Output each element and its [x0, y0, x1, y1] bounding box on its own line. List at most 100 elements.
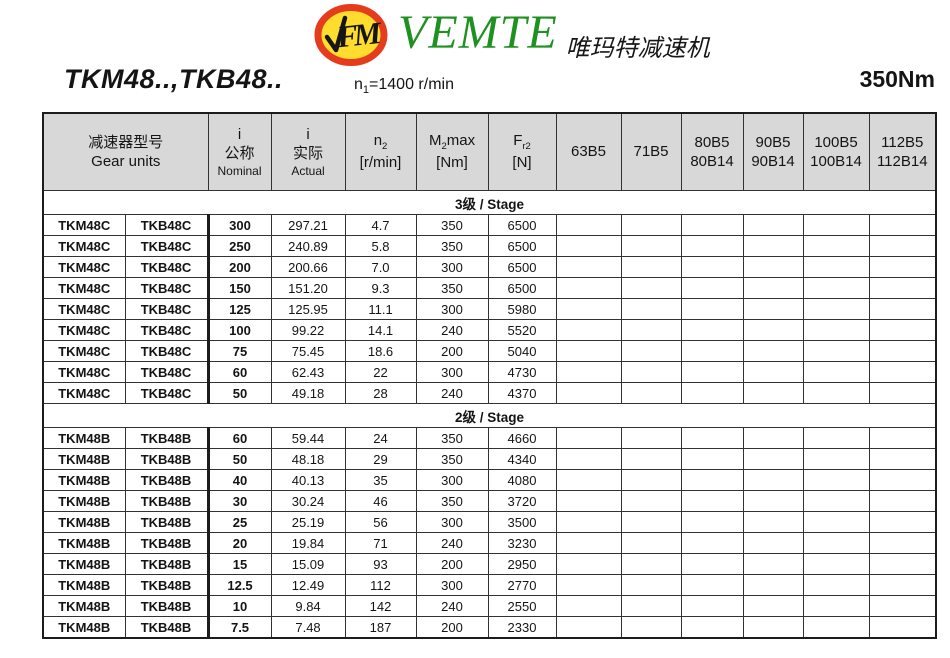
cell-value: 29	[344, 448, 417, 470]
cell-ratio-nominal: 300	[206, 214, 272, 236]
cell-gear-model: TKM48C	[42, 340, 126, 362]
cell-empty	[742, 340, 804, 362]
cell-gear-model: TKB48C	[124, 235, 209, 257]
cell-gear-model: TKB48B	[124, 427, 209, 449]
cell-empty	[742, 553, 804, 575]
cell-gear-model: TKB48B	[124, 553, 209, 575]
column-header-ratio-nominal: i 公称 Nominal	[207, 112, 272, 191]
stage-band-label: 2级 / Stage	[42, 403, 937, 428]
cell-empty	[868, 490, 937, 512]
brand-bar: FM VEMTE 唯玛特减速机	[314, 4, 710, 66]
cell-value: 15.09	[270, 553, 346, 575]
cell-empty	[742, 532, 804, 554]
cell-value: 240	[415, 382, 489, 404]
cell-value: 22	[344, 361, 417, 383]
cell-empty	[555, 616, 622, 639]
cell-gear-model: TKM48B	[42, 616, 126, 639]
cell-gear-model: TKM48B	[42, 427, 126, 449]
cell-ratio-nominal: 150	[206, 277, 272, 299]
cell-value: 5.8	[344, 235, 417, 257]
table-row: TKM48C TKB48C 200 200.66 7.0 300 6500	[42, 256, 937, 278]
column-header-fr2-force: Fr2 [N]	[487, 112, 557, 191]
cell-gear-model: TKB48B	[124, 469, 209, 491]
cell-empty	[680, 574, 744, 596]
cell-value: 240.89	[270, 235, 346, 257]
cell-empty	[680, 469, 744, 491]
column-header-71b5: 71B5	[620, 112, 682, 191]
cell-empty	[802, 214, 870, 236]
cell-value: 2330	[487, 616, 557, 639]
cell-ratio-nominal: 60	[206, 427, 272, 449]
cell-empty	[868, 511, 937, 533]
cell-empty	[555, 553, 622, 575]
cell-value: 99.22	[270, 319, 346, 341]
speed-rest: =1400 r/min	[369, 76, 454, 93]
cell-empty	[680, 277, 744, 299]
cell-empty	[868, 298, 937, 320]
cell-empty	[802, 595, 870, 617]
cell-ratio-nominal: 100	[206, 319, 272, 341]
cell-ratio-nominal: 200	[206, 256, 272, 278]
cell-value: 7.48	[270, 616, 346, 639]
cell-value: 7.0	[344, 256, 417, 278]
cell-empty	[868, 595, 937, 617]
stage-band-row: 3级 / Stage	[42, 190, 937, 215]
column-header-n2-speed: n2 [r/min]	[344, 112, 417, 191]
cell-value: 5040	[487, 340, 557, 362]
cell-value: 49.18	[270, 382, 346, 404]
cell-value: 300	[415, 298, 489, 320]
table-row: TKM48C TKB48C 60 62.43 22 300 4730	[42, 361, 937, 383]
cell-gear-model: TKM48C	[42, 277, 126, 299]
cell-empty	[555, 235, 622, 257]
cell-empty	[742, 616, 804, 639]
cell-empty	[680, 616, 744, 639]
cell-gear-model: TKB48B	[124, 490, 209, 512]
cell-empty	[802, 340, 870, 362]
cell-gear-model: TKB48C	[124, 214, 209, 236]
cell-value: 9.84	[270, 595, 346, 617]
cell-gear-model: TKM48C	[42, 235, 126, 257]
cell-empty	[802, 553, 870, 575]
cell-value: 300	[415, 469, 489, 491]
cell-empty	[680, 214, 744, 236]
cell-value: 187	[344, 616, 417, 639]
cell-ratio-nominal: 7.5	[206, 616, 272, 639]
cell-empty	[555, 490, 622, 512]
cell-ratio-nominal: 250	[206, 235, 272, 257]
cell-value: 200	[415, 340, 489, 362]
cell-empty	[802, 616, 870, 639]
cell-ratio-nominal: 50	[206, 448, 272, 470]
cell-value: 5520	[487, 319, 557, 341]
table-row: TKM48C TKB48C 100 99.22 14.1 240 5520	[42, 319, 937, 341]
cell-empty	[680, 490, 744, 512]
brand-name: VEMTE	[398, 6, 558, 59]
cell-empty	[802, 532, 870, 554]
cell-value: 6500	[487, 235, 557, 257]
cell-value: 6500	[487, 214, 557, 236]
cell-empty	[555, 427, 622, 449]
cell-gear-model: TKM48B	[42, 469, 126, 491]
logo-check-mark	[324, 15, 348, 53]
cell-value: 4730	[487, 361, 557, 383]
cell-gear-model: TKB48C	[124, 340, 209, 362]
column-header-112b: 112B5 112B14	[868, 112, 937, 191]
cell-empty	[680, 427, 744, 449]
cell-gear-model: TKM48B	[42, 490, 126, 512]
vemte-logo-icon: FM	[314, 4, 388, 66]
cell-gear-model: TKB48C	[124, 298, 209, 320]
cell-empty	[555, 214, 622, 236]
table-row: TKM48C TKB48C 125 125.95 11.1 300 5980	[42, 298, 937, 320]
cell-empty	[868, 361, 937, 383]
cell-value: 4660	[487, 427, 557, 449]
cell-ratio-nominal: 10	[206, 595, 272, 617]
speed-sub: 1	[362, 84, 370, 97]
cell-empty	[802, 574, 870, 596]
cell-value: 151.20	[270, 277, 346, 299]
cell-empty	[620, 616, 682, 639]
cell-empty	[802, 361, 870, 383]
cell-empty	[802, 277, 870, 299]
cell-empty	[620, 235, 682, 257]
cell-empty	[868, 532, 937, 554]
cell-empty	[620, 469, 682, 491]
cell-value: 48.18	[270, 448, 346, 470]
